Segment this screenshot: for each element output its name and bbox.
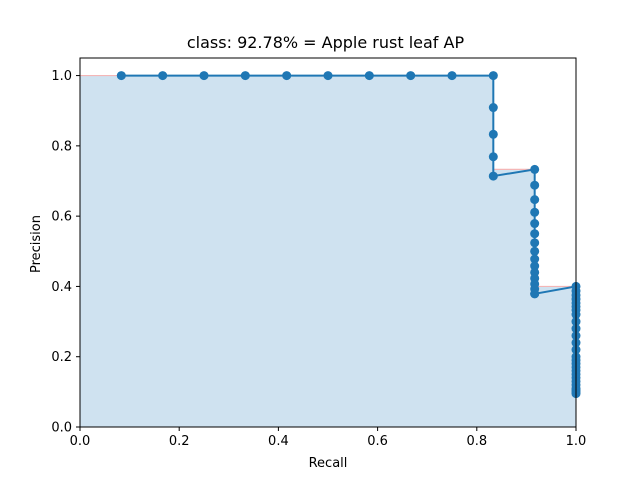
y-tick-label: 0.2: [51, 350, 72, 365]
x-tick-label: 0.2: [169, 434, 190, 449]
pr-point: [199, 71, 209, 81]
pr-point: [488, 71, 498, 81]
pr-point: [530, 229, 540, 239]
x-tick-label: 0.4: [268, 434, 289, 449]
pr-point: [447, 71, 457, 81]
x-tick-label: 0.0: [70, 434, 91, 449]
plot-area: [80, 71, 581, 428]
x-tick-label: 1.0: [566, 434, 587, 449]
pr-point: [488, 171, 498, 181]
pr-point: [116, 71, 126, 81]
pr-point: [406, 71, 416, 81]
pr-point: [530, 289, 540, 299]
pr-point: [158, 71, 168, 81]
y-tick-label: 0.0: [51, 421, 72, 436]
y-axis-label: Precision: [29, 215, 44, 273]
pr-point: [530, 164, 540, 174]
pr-point: [282, 71, 292, 81]
pr-point: [530, 207, 540, 217]
y-tick-label: 0.4: [51, 280, 72, 295]
y-tick-label: 0.8: [51, 139, 72, 154]
pr-point: [530, 195, 540, 205]
pr-point: [530, 180, 540, 190]
pr-point: [530, 238, 540, 248]
x-tick-label: 0.8: [466, 434, 487, 449]
pr-point: [364, 71, 374, 81]
axes-frame: [79, 57, 577, 428]
y-tick-label: 1.0: [51, 69, 72, 84]
pr-point: [323, 71, 333, 81]
x-tick-label: 0.6: [367, 434, 388, 449]
axis-ticks: 0.0 0.2 0.4 0.6 0.8 1.0 0.0 0.2 0.4 0.6 0.8 1.0: [51, 69, 586, 449]
pr-point: [530, 246, 540, 256]
y-tick-label: 0.6: [51, 210, 72, 225]
pr-point: [530, 254, 540, 264]
pr-point: [488, 129, 498, 139]
pr-point: [530, 219, 540, 229]
pr-point: [530, 261, 540, 271]
chart-title: class: 92.78% = Apple rust leaf AP: [187, 33, 465, 52]
pr-point: [488, 152, 498, 162]
x-axis-label: Recall: [309, 456, 348, 471]
ap-area: [80, 75, 576, 428]
pr-point: [240, 71, 250, 81]
pr-point: [488, 103, 498, 113]
